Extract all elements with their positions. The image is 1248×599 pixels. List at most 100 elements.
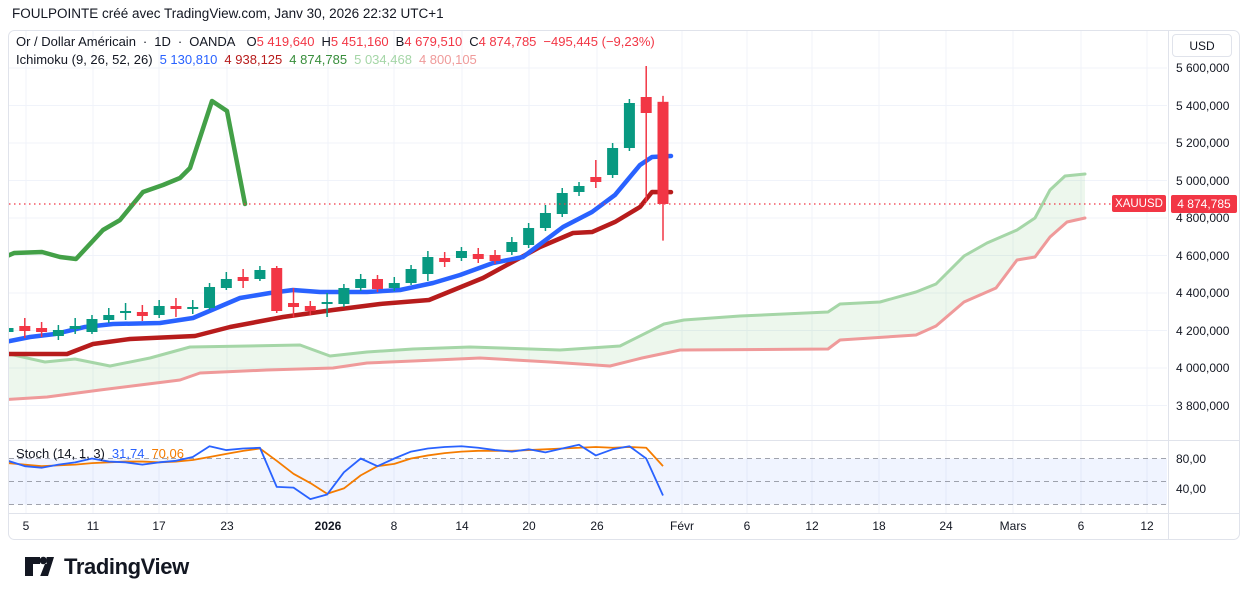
price-tick-label: 4 600,000 — [1176, 248, 1230, 263]
candle-body — [623, 103, 635, 149]
low-label: B — [395, 34, 405, 49]
candle-body — [523, 227, 535, 245]
stochastic-d-value: 70,06 — [151, 446, 184, 461]
ichimoku-lead-a-value: 5 034,468 — [354, 52, 412, 67]
panel-frame — [8, 30, 1240, 540]
candle-body — [607, 148, 619, 176]
candle-body — [288, 302, 300, 308]
candle-body — [640, 97, 652, 113]
candle-body — [187, 307, 199, 309]
candle-body — [489, 254, 501, 261]
candle-body — [388, 283, 400, 288]
tradingview-logo-text: TradingView — [64, 553, 189, 579]
ichimoku-legend-row[interactable]: Ichimoku (9, 26, 52, 26) 5 130,810 4 938… — [16, 52, 477, 67]
price-tick-label: 4 200,000 — [1176, 323, 1230, 338]
candle-body — [237, 277, 249, 281]
time-tick-label: 12 — [805, 519, 819, 533]
tradingview-logo[interactable]: TradingView — [24, 551, 189, 582]
ichimoku-senkou-b-line — [9, 216, 1087, 401]
candle-body — [103, 314, 115, 320]
ichimoku-title: Ichimoku (9, 26, 52, 26) — [16, 52, 153, 67]
candle-body — [204, 287, 216, 308]
stochastic-pane — [9, 443, 1167, 505]
low-value: 4 679,510 — [404, 34, 463, 49]
time-tick-label: 14 — [455, 519, 469, 533]
time-tick-label: 11 — [86, 519, 100, 533]
price-tick-label: 5 600,000 — [1176, 61, 1230, 75]
legend-separator: · — [142, 34, 148, 49]
candle-body — [9, 328, 14, 332]
time-tick-label: 18 — [872, 519, 886, 533]
candle-body — [590, 176, 602, 182]
time-tick-label: 5 — [22, 519, 30, 533]
candle-body — [136, 311, 148, 317]
time-tick-label: Mars — [999, 519, 1027, 533]
price-tick-label: 4 400,000 — [1176, 286, 1230, 300]
open-label: O — [246, 34, 257, 49]
ichimoku-chikou-line — [9, 98, 248, 262]
ichimoku-tenkan-line — [9, 153, 674, 344]
high-label: H — [321, 34, 331, 49]
price-tick-label: 4 000,000 — [1176, 361, 1230, 375]
candle-body — [573, 185, 585, 192]
ichimoku-conversion-value: 5 130,810 — [159, 52, 218, 67]
price-tick-label: 5 200,000 — [1176, 136, 1230, 150]
candle-body — [355, 278, 367, 288]
time-tick-label: 24 — [939, 519, 953, 533]
close-label: C — [469, 34, 479, 49]
time-tick-label: 20 — [522, 519, 536, 533]
interval-label: 1D — [154, 34, 171, 49]
candle-body — [338, 287, 350, 305]
candle-body — [153, 305, 165, 315]
candle-body — [439, 257, 451, 263]
candle-body — [52, 329, 64, 336]
change-value: −495,445 (−9,23%) — [543, 34, 655, 49]
legend-separator: · — [177, 34, 183, 49]
open-value: 5 419,640 — [256, 34, 315, 49]
stochastic-title: Stoch (14, 1, 3) — [16, 446, 105, 461]
ichimoku-base-value: 4 938,125 — [224, 52, 283, 67]
candle-body — [506, 242, 518, 252]
candle-body — [371, 278, 383, 290]
ichimoku-cloud — [9, 174, 1085, 400]
candle-body — [19, 326, 31, 332]
ichimoku-lead-b-value: 4 800,105 — [418, 52, 477, 67]
tradingview-logo-icon — [25, 556, 54, 576]
time-tick-label: 6 — [743, 519, 751, 533]
candle-body — [271, 268, 283, 311]
stochastic-legend-row[interactable]: Stoch (14, 1, 3) 31,74 70,06 — [16, 446, 184, 461]
currency-usd-button[interactable]: USD — [1172, 34, 1232, 57]
symbol-title: Or / Dollar Américain — [16, 34, 136, 49]
time-tick-label: 6 — [1077, 519, 1085, 533]
ichimoku-kijun-line — [9, 189, 674, 357]
price-tick-label: 4 800,000 — [1176, 211, 1230, 225]
candle-body — [69, 326, 81, 329]
grid-layer — [9, 31, 1167, 513]
candle-body — [422, 257, 434, 275]
time-tick-label: 2026 — [314, 519, 342, 533]
price-tick-label: 5 000,000 — [1176, 173, 1230, 188]
price-tick-label: 5 400,000 — [1176, 98, 1230, 113]
symbol-price-tag: XAUUSD — [1112, 195, 1166, 213]
last-price-label: 4 874,785 — [1171, 194, 1237, 213]
candle-body — [657, 101, 669, 204]
ichimoku-senkou-a-line — [9, 172, 1087, 368]
candle-body — [220, 278, 232, 288]
candle-body — [86, 319, 98, 332]
stochastic-k-line — [9, 443, 664, 501]
candle-body — [170, 305, 182, 309]
stochastic-tick-label: 80,00 — [1176, 451, 1207, 466]
time-tick-label: 17 — [152, 519, 166, 533]
candle-body — [120, 311, 132, 314]
candle-body — [304, 305, 316, 311]
time-tick-label: 23 — [220, 519, 234, 533]
candle-body — [405, 269, 417, 284]
panel-border — [8, 30, 1240, 540]
price-tick-label: 3 800,000 — [1176, 398, 1230, 413]
exchange-label: OANDA — [189, 34, 236, 49]
attribution-text: FOULPOINTE créé avec TradingView.com, Ja… — [12, 6, 444, 21]
candle-body — [556, 193, 568, 215]
